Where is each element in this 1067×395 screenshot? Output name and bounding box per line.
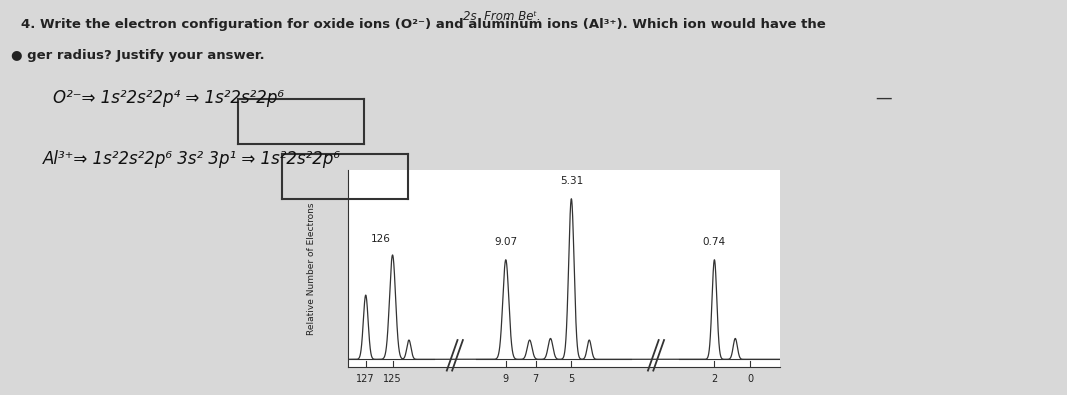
Text: ● ger radius? Justify your answer.: ● ger radius? Justify your answer.	[11, 49, 265, 62]
Text: 0: 0	[747, 374, 753, 384]
Text: 127: 127	[356, 374, 375, 384]
Text: 2: 2	[712, 374, 717, 384]
Text: 7: 7	[532, 374, 539, 384]
Text: —: —	[875, 89, 892, 107]
Text: 5.31: 5.31	[560, 176, 583, 186]
Text: 9.07: 9.07	[494, 237, 517, 247]
Text: Relative Number of Electrons: Relative Number of Electrons	[306, 202, 316, 335]
Text: 125: 125	[383, 374, 402, 384]
Text: 0.74: 0.74	[703, 237, 726, 247]
Text: 9: 9	[503, 374, 509, 384]
Text: 4. Write the electron configuration for oxide ions (O²⁻) and aluminum ions (Al³⁺: 4. Write the electron configuration for …	[21, 18, 826, 31]
Text: 5: 5	[569, 374, 574, 384]
Text: 2s  From Beᵗ.: 2s From Beᵗ.	[463, 10, 540, 23]
Text: Al³⁺⇒ 1s²2s²2p⁶ 3s² 3p¹ ⇒ 1s²2s²2p⁶: Al³⁺⇒ 1s²2s²2p⁶ 3s² 3p¹ ⇒ 1s²2s²2p⁶	[43, 150, 340, 168]
Text: O²⁻⇒ 1s²2s²2p⁴ ⇒ 1s²2s²2p⁶: O²⁻⇒ 1s²2s²2p⁴ ⇒ 1s²2s²2p⁶	[53, 89, 284, 107]
Text: 126: 126	[370, 234, 391, 244]
